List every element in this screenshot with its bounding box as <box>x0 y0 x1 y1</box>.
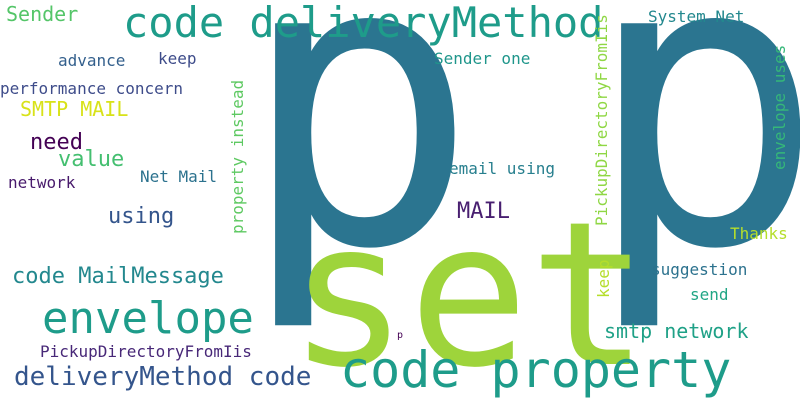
word-pickupdirectoryfromiis-vertical: PickupDirectoryFromIis <box>592 14 611 226</box>
word-property-instead: property instead <box>228 79 247 234</box>
word-net-mail: Net Mail <box>140 167 218 186</box>
word-deliverymethod-code: deliveryMethod code <box>14 362 312 392</box>
word-smtp-network: smtp network <box>604 319 749 343</box>
word-using: using <box>108 204 175 229</box>
word-thanks: Thanks <box>730 224 788 243</box>
word-p-large-left: p <box>238 0 479 337</box>
word-code-deliverymethod: code deliveryMethod <box>123 0 604 47</box>
word-system-net: System Net <box>648 7 745 26</box>
word-sender-one: Sender one <box>434 49 531 68</box>
word-p-small: p <box>397 330 404 341</box>
word-advance: advance <box>58 51 126 70</box>
word-suggestion: suggestion <box>651 260 748 279</box>
word-code-mailmessage: code MailMessage <box>12 264 224 289</box>
word-need: need <box>30 130 83 155</box>
word-pickupdirectoryfromiis: PickupDirectoryFromIis <box>40 342 252 361</box>
word-sender: Sender <box>6 2 79 26</box>
word-envelope-uses: envelope uses <box>770 44 789 170</box>
word-smtp-mail: SMTP MAIL <box>20 97 129 121</box>
word-envelope: envelope <box>42 293 254 344</box>
word-send: send <box>690 285 729 304</box>
word-value: value <box>58 147 125 172</box>
word-p-large-right: p <box>584 0 800 337</box>
word-performance-concern: performance concern <box>0 79 184 98</box>
word-code-property: code property <box>340 341 732 399</box>
word-keep: keep <box>158 49 197 68</box>
word-set: set <box>288 179 650 400</box>
word-email-using: email using <box>449 159 555 178</box>
word-keep-vertical: keep <box>594 259 613 298</box>
word-mail: MAIL <box>457 199 510 224</box>
word-network: network <box>8 173 76 192</box>
